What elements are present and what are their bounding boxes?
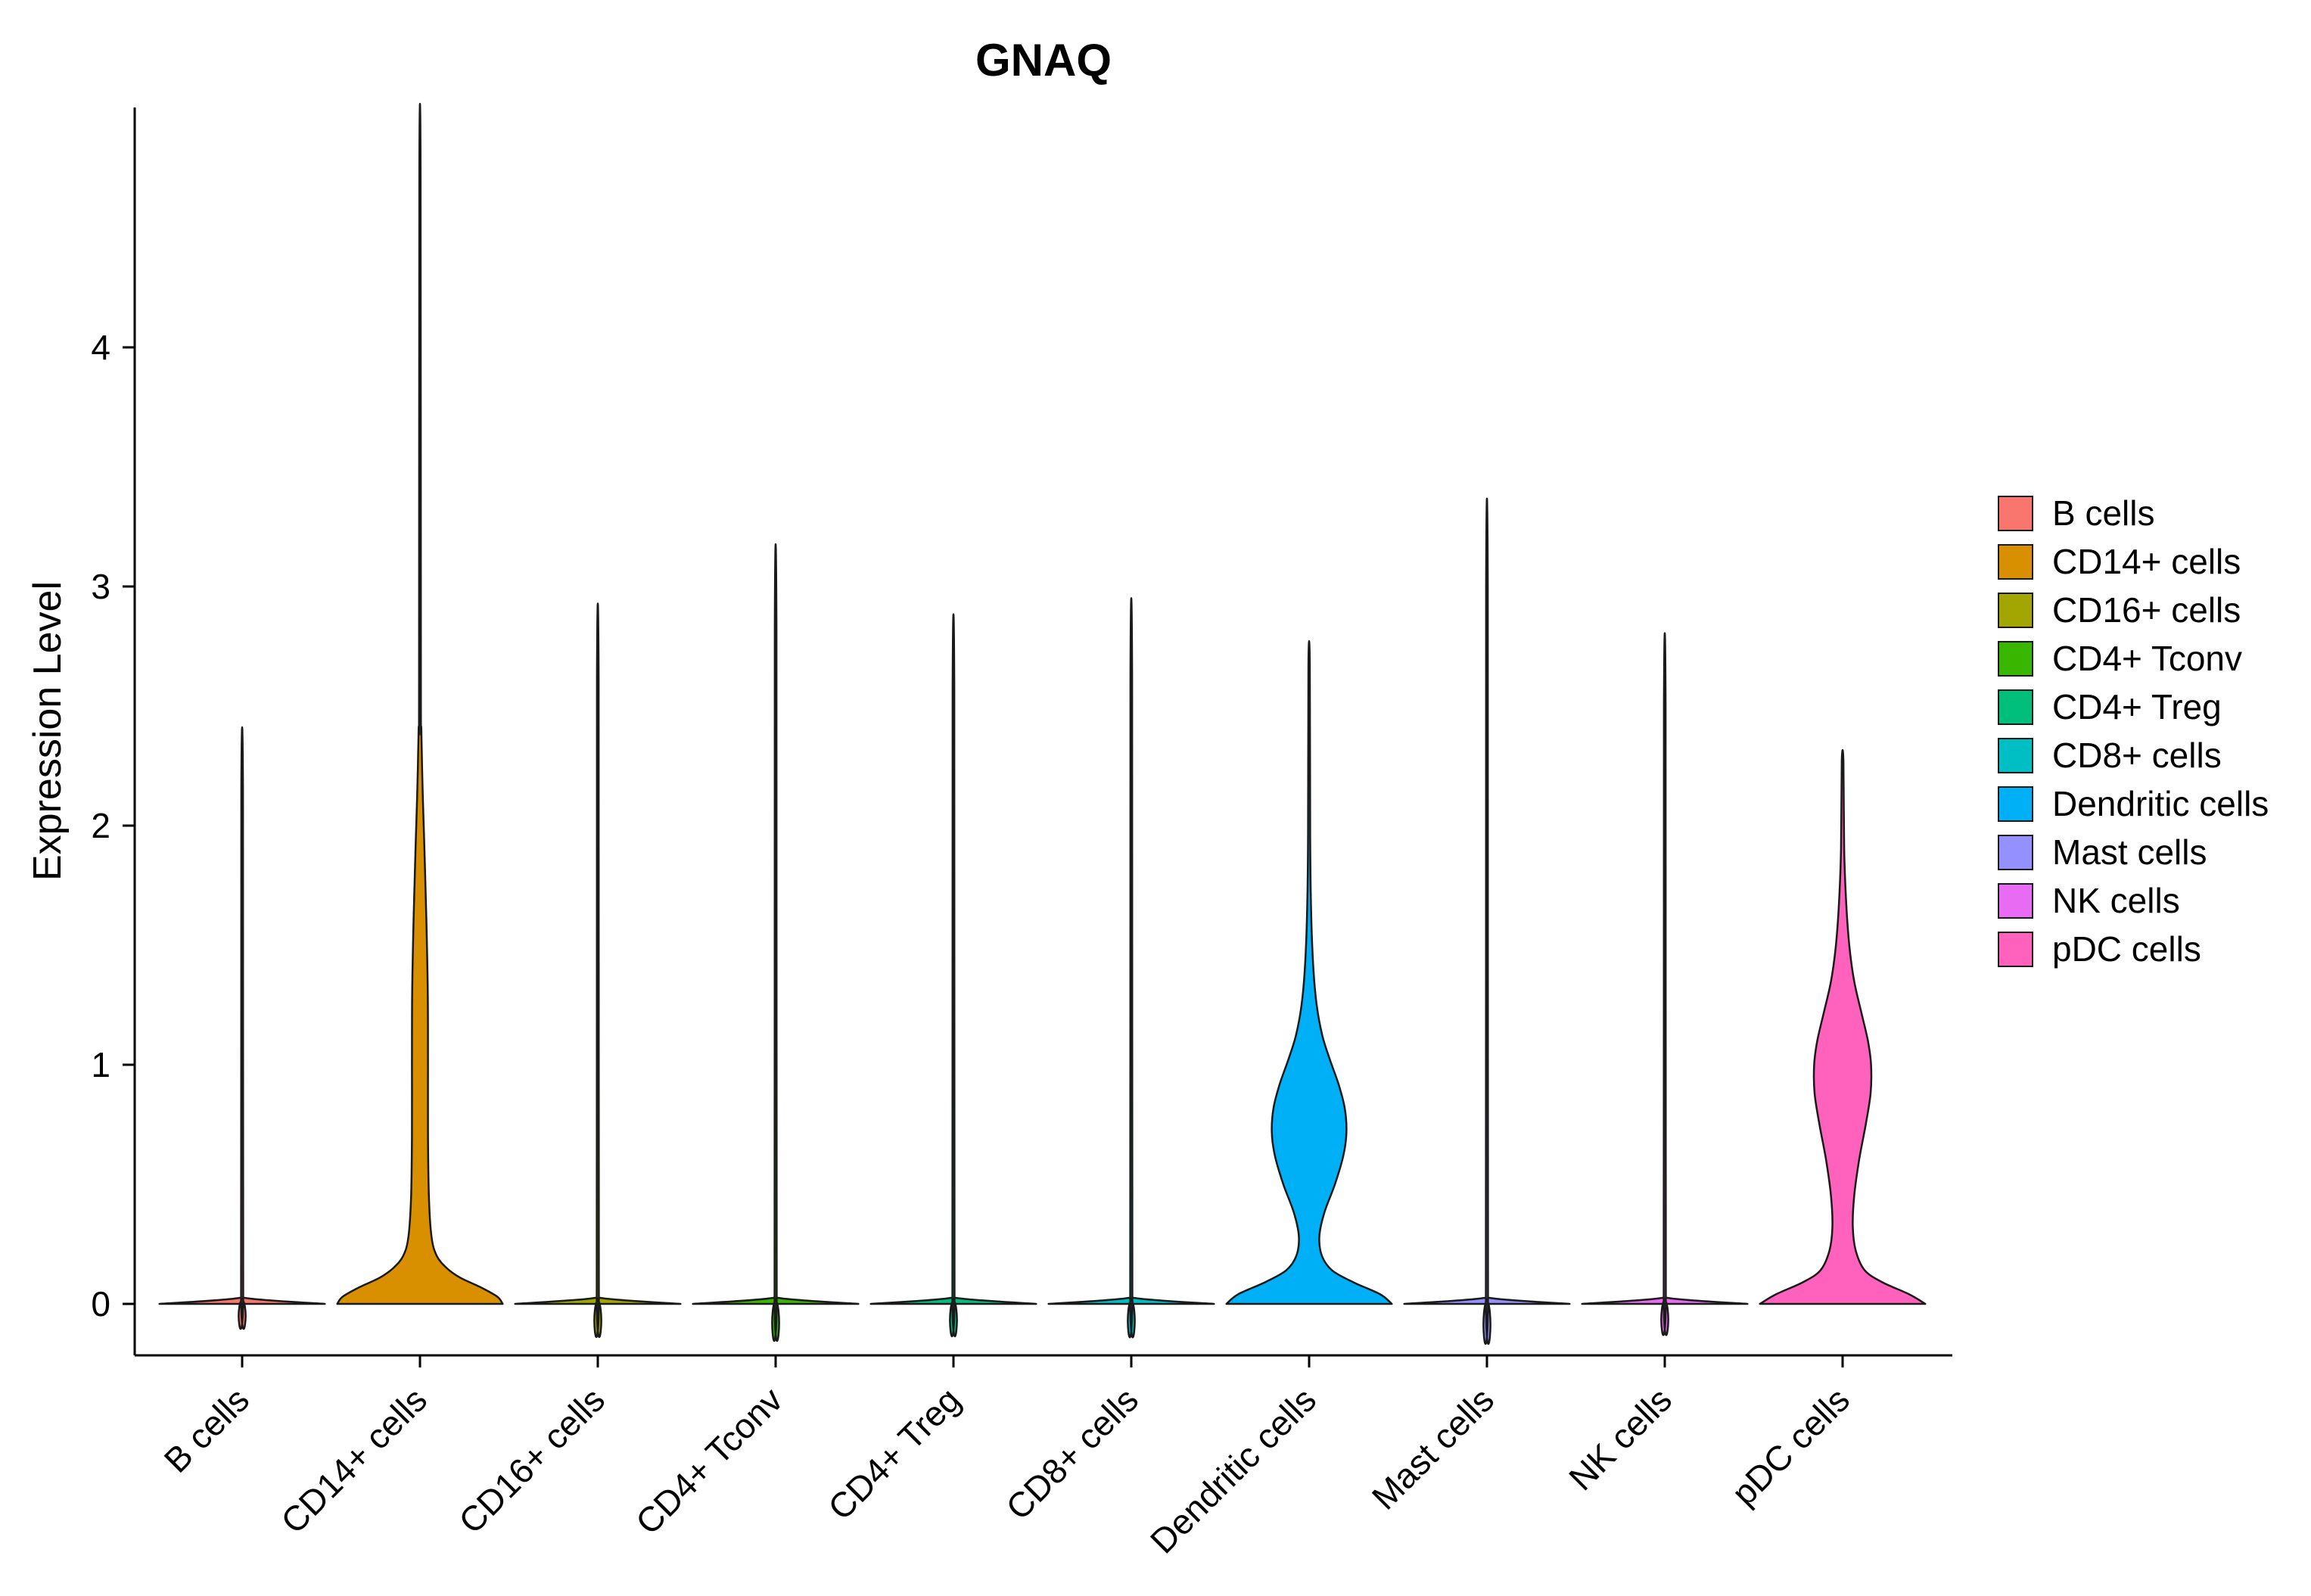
violin-cd16-cells [514,602,682,1339]
legend: B cells CD14+ cells CD16+ cells CD4+ Tconv C… [1998,493,2269,969]
x-tick-label-cd4-tconv: CD4+ Tconv [628,1380,790,1542]
legend-item-cd4-treg: CD4+ Treg [1998,687,2222,726]
legend-label: B cells [2052,493,2154,533]
legend-item-cd16-cells: CD16+ cells [1998,590,2241,630]
x-tick-label-cd14-cells: CD14+ cells [273,1380,434,1541]
legend-label: NK cells [2052,881,2180,920]
x-tick-label-cd8-cells: CD8+ cells [998,1380,1146,1527]
legend-item-cd4-tconv: CD4+ Tconv [1998,639,2242,678]
x-tick-label-pdc-cells: pDC cells [1724,1380,1857,1513]
x-tick-label-b-cells: B cells [156,1380,257,1480]
violin-nk-cells [1581,632,1749,1336]
legend-item-cd14-cells: CD14+ cells [1998,542,2241,581]
legend-swatch-cd14-cells [1998,544,2033,580]
legend-label: CD4+ Tconv [2052,639,2242,678]
legend-item-b-cells: B cells [1998,493,2154,533]
y-tick-label: 2 [91,806,110,845]
y-tick-label: 1 [91,1045,110,1084]
legend-swatch-dendritic-cells [1998,786,2033,822]
violin-cd4-treg [869,613,1037,1338]
chart-title: GNAQ [975,35,1112,86]
legend-label: CD4+ Treg [2052,687,2222,726]
legend-swatch-cd4-tconv [1998,641,2033,677]
legend-swatch-cd4-treg [1998,689,2033,725]
violin-cd4-tconv [692,543,860,1342]
legend-label: pDC cells [2052,929,2201,969]
legend-swatch-cd8-cells [1998,738,2033,773]
y-tick-label: 3 [91,567,110,606]
y-tick-label: 4 [91,328,110,367]
x-tick-label-nk-cells: NK cells [1561,1380,1679,1498]
violin-cd8-cells [1047,597,1215,1339]
legend-swatch-pdc-cells [1998,932,2033,967]
legend-label: CD16+ cells [2052,590,2241,630]
legend-swatch-mast-cells [1998,835,2033,870]
x-tick-label-cd4-treg: CD4+ Treg [820,1380,968,1527]
legend-item-cd8-cells: CD8+ cells [1998,736,2222,775]
legend-swatch-cd16-cells [1998,593,2033,628]
legend-swatch-nk-cells [1998,883,2033,919]
legend-label: Dendritic cells [2052,784,2269,823]
legend-swatch-b-cells [1998,496,2033,531]
violin-mast-cells [1403,497,1571,1345]
legend-label: CD8+ cells [2052,736,2222,775]
x-tick-label-cd16-cells: CD16+ cells [451,1380,612,1541]
y-tick-label: 0 [91,1284,110,1324]
violin-b-cells [158,726,326,1330]
legend-item-dendritic-cells: Dendritic cells [1998,784,2269,823]
x-tick-label-dendritic-cells: Dendritic cells [1143,1380,1323,1560]
legend-item-nk-cells: NK cells [1998,881,2180,920]
legend-label: CD14+ cells [2052,542,2241,581]
violin-dendritic-cells [1225,640,1393,1305]
y-axis-label: Expression Level [26,581,70,881]
legend-item-pdc-cells: pDC cells [1998,929,2201,969]
violin-pdc-cells [1759,748,1927,1305]
legend-item-mast-cells: Mast cells [1998,832,2207,872]
legend-label: Mast cells [2052,832,2207,872]
x-tick-label-mast-cells: Mast cells [1364,1380,1501,1517]
violin-cd14-cells [336,102,504,1305]
